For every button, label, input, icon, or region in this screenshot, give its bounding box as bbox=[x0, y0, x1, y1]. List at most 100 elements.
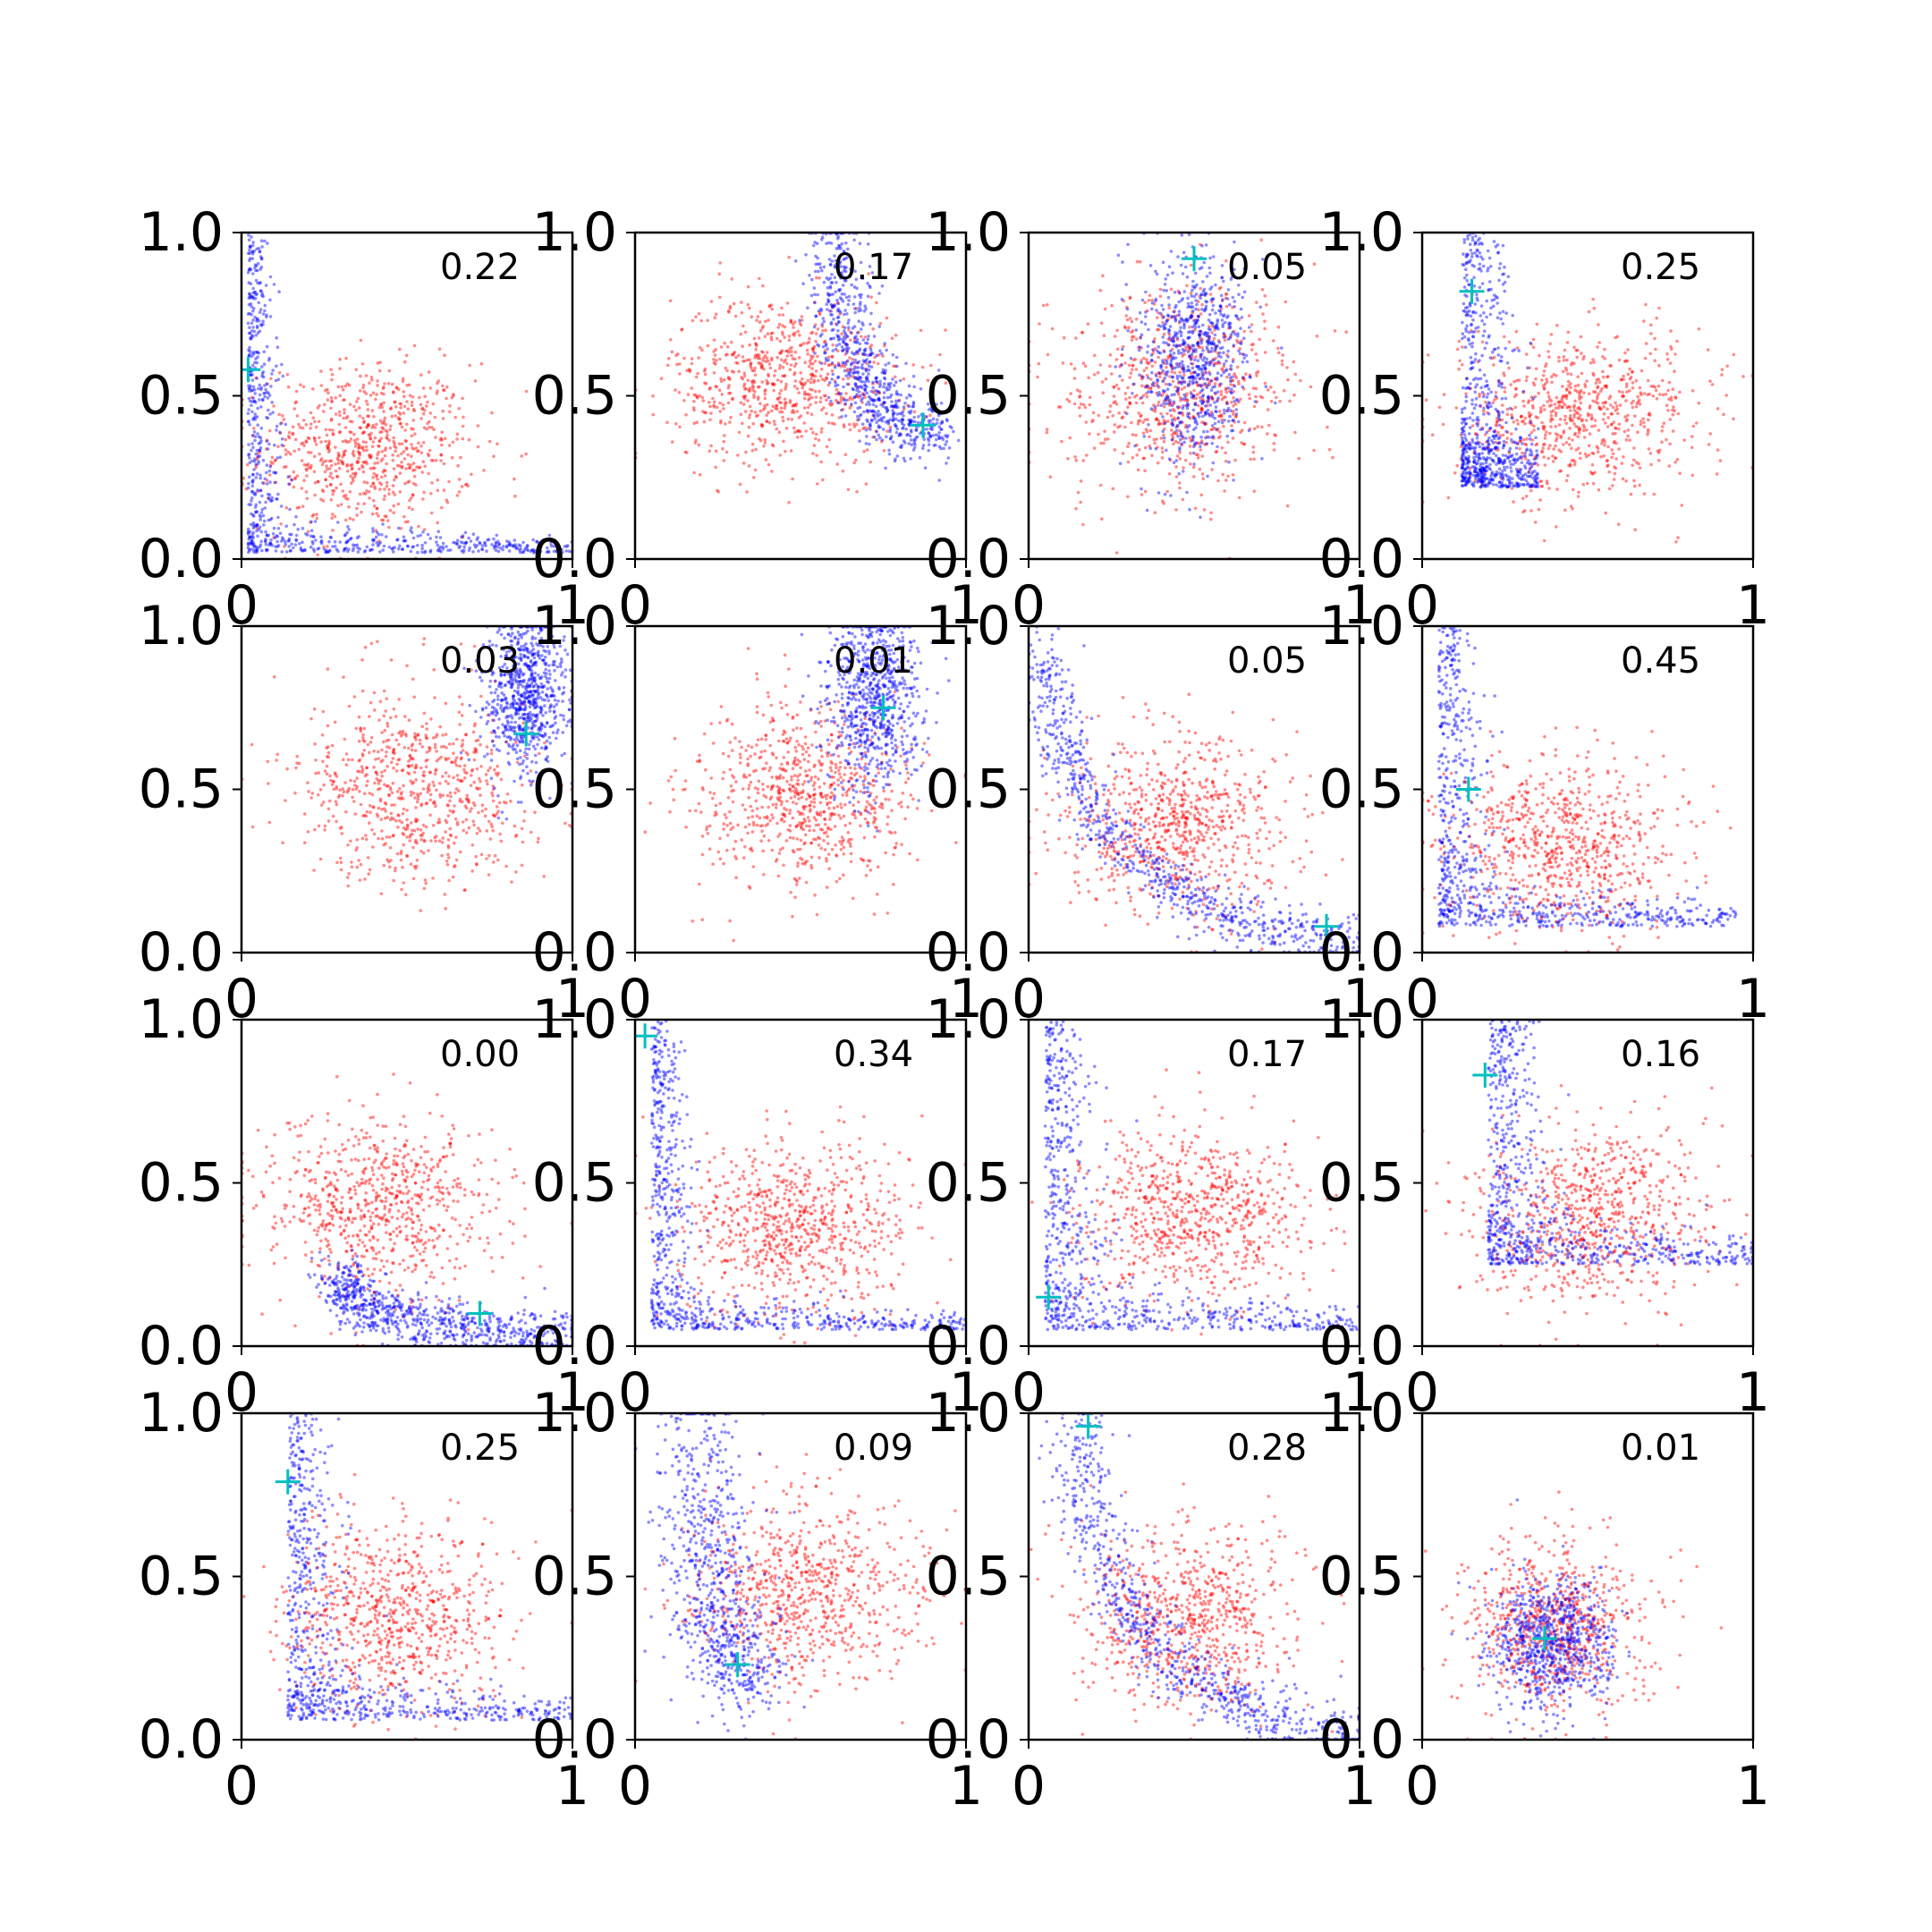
red-point bbox=[845, 349, 849, 353]
blue-point bbox=[1201, 358, 1205, 362]
blue-point bbox=[1229, 390, 1233, 394]
red-point bbox=[1331, 455, 1335, 460]
blue-point bbox=[883, 377, 887, 381]
red-point bbox=[753, 390, 757, 394]
red-point bbox=[1046, 352, 1050, 357]
blue-point bbox=[886, 383, 891, 387]
blue-point bbox=[895, 427, 899, 431]
red-point bbox=[1697, 327, 1701, 331]
blue-point bbox=[911, 404, 914, 409]
blue-point bbox=[1210, 441, 1215, 445]
red-point bbox=[1610, 448, 1614, 452]
blue-point bbox=[1208, 335, 1211, 339]
red-point bbox=[1655, 316, 1658, 320]
red-point bbox=[790, 411, 794, 414]
red-point bbox=[835, 392, 838, 396]
blue-point bbox=[267, 394, 272, 397]
red-point bbox=[881, 402, 886, 406]
red-point bbox=[788, 347, 792, 352]
blue-point bbox=[907, 442, 911, 445]
red-point bbox=[1333, 329, 1337, 333]
blue-point bbox=[934, 443, 937, 447]
blue-point bbox=[866, 282, 869, 285]
red-point bbox=[885, 316, 889, 320]
blue-point bbox=[1157, 371, 1161, 376]
red-point bbox=[775, 427, 779, 431]
blue-point bbox=[259, 405, 263, 409]
blue-point bbox=[1202, 429, 1206, 434]
red-point bbox=[830, 413, 835, 417]
blue-point bbox=[249, 282, 253, 286]
red-point bbox=[1536, 416, 1539, 419]
blue-point bbox=[858, 306, 861, 310]
red-point bbox=[760, 423, 765, 428]
red-point bbox=[1162, 439, 1166, 444]
blue-point bbox=[1220, 275, 1224, 280]
red-point bbox=[1581, 428, 1586, 433]
red-point bbox=[1590, 424, 1594, 428]
red-point bbox=[1598, 389, 1603, 394]
red-point bbox=[815, 275, 818, 280]
red-point bbox=[442, 388, 445, 392]
red-point bbox=[1037, 361, 1041, 366]
cyan-plus-marker bbox=[1182, 246, 1207, 272]
blue-point bbox=[1236, 335, 1240, 338]
red-point bbox=[336, 458, 341, 462]
blue-point bbox=[872, 398, 876, 402]
red-point bbox=[371, 466, 376, 470]
blue-point bbox=[856, 386, 860, 390]
red-point bbox=[718, 357, 722, 361]
blue-point bbox=[852, 238, 856, 242]
red-point bbox=[692, 470, 696, 475]
blue-point bbox=[1156, 349, 1159, 353]
blue-point bbox=[301, 549, 304, 553]
red-point bbox=[422, 490, 426, 495]
blue-point bbox=[1216, 390, 1220, 394]
red-point bbox=[1176, 386, 1181, 391]
red-point bbox=[777, 430, 782, 435]
red-point bbox=[746, 378, 750, 383]
red-point bbox=[391, 453, 394, 457]
blue-point bbox=[860, 321, 864, 325]
blue-point bbox=[371, 538, 375, 541]
blue-point bbox=[555, 548, 559, 553]
red-point bbox=[1188, 344, 1191, 349]
blue-point bbox=[1191, 451, 1196, 455]
red-point bbox=[1127, 326, 1131, 330]
blue-point bbox=[1208, 372, 1212, 377]
red-point bbox=[370, 378, 374, 382]
blue-point bbox=[1165, 319, 1168, 323]
red-point bbox=[805, 348, 809, 352]
red-point bbox=[364, 445, 369, 449]
blue-point bbox=[1146, 390, 1150, 394]
blue-point bbox=[875, 376, 878, 380]
red-point bbox=[1480, 340, 1485, 344]
red-point bbox=[1133, 357, 1138, 361]
red-point bbox=[1177, 381, 1181, 386]
blue-point bbox=[381, 548, 386, 552]
blue-point bbox=[250, 257, 255, 260]
blue-point bbox=[311, 541, 315, 546]
red-point bbox=[400, 460, 403, 464]
red-point bbox=[406, 462, 411, 467]
blue-point bbox=[907, 410, 911, 414]
red-point bbox=[1631, 370, 1634, 374]
blue-point bbox=[1183, 342, 1187, 345]
red-point bbox=[702, 419, 707, 424]
red-point bbox=[255, 457, 259, 462]
blue-point bbox=[892, 412, 895, 416]
blue-point bbox=[863, 384, 868, 387]
blue-point bbox=[842, 258, 845, 261]
blue-point bbox=[940, 419, 945, 424]
red-point bbox=[267, 428, 272, 433]
blue-point bbox=[1206, 360, 1209, 365]
blue-point bbox=[1249, 376, 1252, 379]
red-point bbox=[1129, 371, 1133, 376]
red-point bbox=[1567, 436, 1571, 440]
blue-point bbox=[358, 547, 362, 551]
red-point bbox=[763, 437, 767, 442]
red-point bbox=[1176, 362, 1181, 367]
blue-point bbox=[1175, 377, 1180, 381]
red-point bbox=[330, 400, 334, 404]
blue-point bbox=[846, 321, 850, 326]
